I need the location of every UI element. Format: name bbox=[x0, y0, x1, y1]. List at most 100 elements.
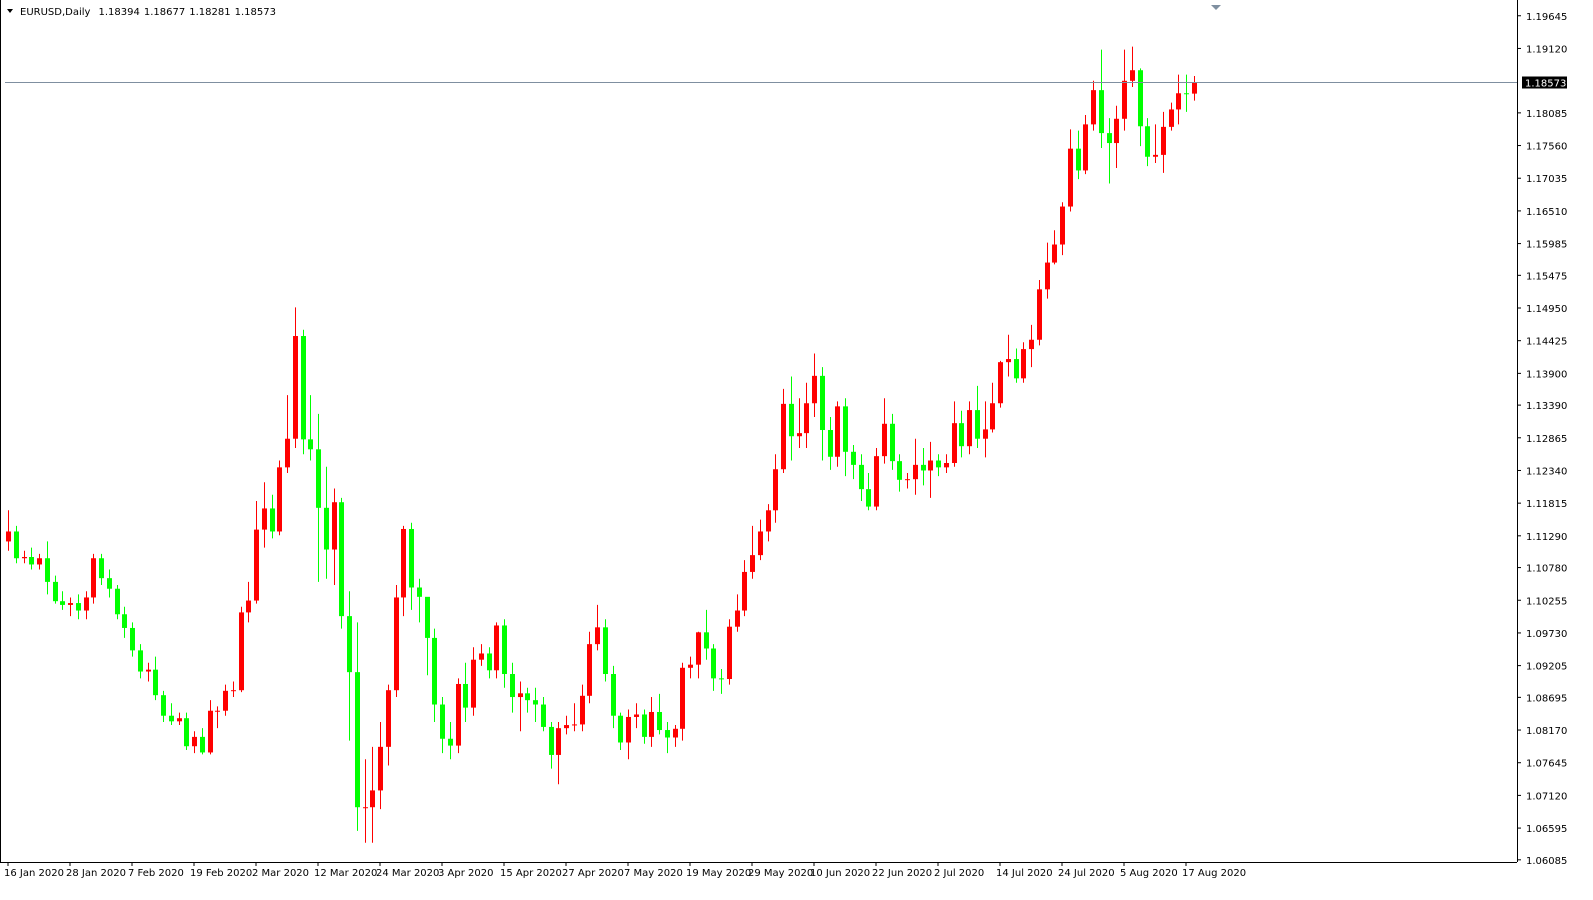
y-tick-label: 1.13900 bbox=[1526, 369, 1567, 380]
candle-body bbox=[68, 603, 73, 605]
candle-body bbox=[14, 531, 19, 559]
candle-body bbox=[564, 725, 569, 729]
candle-body bbox=[177, 718, 182, 722]
candle-body bbox=[502, 625, 507, 675]
x-tick-label: 19 May 2020 bbox=[686, 868, 751, 879]
y-tick-label: 1.19645 bbox=[1526, 12, 1567, 23]
candle-body bbox=[820, 375, 825, 431]
candle-body bbox=[409, 528, 414, 588]
candle-body bbox=[130, 627, 135, 651]
candle-body bbox=[363, 807, 368, 809]
candle-body bbox=[401, 528, 406, 598]
candle-body bbox=[866, 489, 871, 507]
y-tick-label: 1.06595 bbox=[1526, 824, 1567, 835]
candle-body bbox=[510, 674, 515, 698]
y-tick-label: 1.07645 bbox=[1526, 759, 1567, 770]
candle-body bbox=[316, 449, 321, 508]
candle-body bbox=[1006, 359, 1011, 363]
candle-body bbox=[1068, 148, 1073, 207]
x-tick-label: 10 Jun 2020 bbox=[810, 868, 870, 879]
shift-marker bbox=[1211, 5, 1221, 10]
price-label-bg bbox=[1522, 76, 1567, 89]
candle-body bbox=[208, 710, 213, 753]
candle-body bbox=[967, 410, 972, 447]
x-tick-label: 3 Apr 2020 bbox=[438, 868, 493, 879]
candle-body bbox=[936, 460, 941, 468]
candle-body bbox=[1045, 262, 1050, 290]
candle-body bbox=[270, 508, 275, 532]
candle-body bbox=[60, 601, 65, 605]
candle-body bbox=[301, 336, 306, 440]
candle-body bbox=[1076, 148, 1081, 171]
candle-body bbox=[53, 581, 58, 602]
candle-body bbox=[843, 406, 848, 452]
y-tick-label: 1.16510 bbox=[1526, 207, 1567, 218]
candle-body bbox=[215, 710, 220, 712]
candle-body bbox=[200, 736, 205, 753]
header-open: 1.18394 bbox=[99, 7, 140, 18]
candle-body bbox=[634, 714, 639, 717]
candle-body bbox=[1037, 289, 1042, 340]
candle-body bbox=[246, 600, 251, 613]
candle-body bbox=[1021, 349, 1026, 379]
y-tick-label: 1.12865 bbox=[1526, 434, 1567, 445]
candle-body bbox=[835, 406, 840, 457]
candle-body bbox=[781, 403, 786, 470]
y-tick-label: 1.11815 bbox=[1526, 499, 1567, 510]
y-tick-label: 1.15985 bbox=[1526, 240, 1567, 251]
x-tick-label: 24 Jul 2020 bbox=[1058, 868, 1115, 879]
candle-body bbox=[611, 674, 616, 716]
x-tick-label: 27 Apr 2020 bbox=[562, 868, 624, 879]
candle-body bbox=[983, 429, 988, 439]
candle-body bbox=[828, 430, 833, 457]
x-tick-label: 5 Aug 2020 bbox=[1120, 868, 1178, 879]
candle-body bbox=[719, 678, 724, 680]
candle-body bbox=[324, 507, 329, 550]
header-high: 1.18677 bbox=[144, 7, 185, 18]
candle-body bbox=[533, 700, 538, 705]
candle-body bbox=[184, 718, 189, 747]
candle-body bbox=[773, 469, 778, 511]
candle-body bbox=[859, 464, 864, 490]
x-tick-label: 15 Apr 2020 bbox=[500, 868, 562, 879]
candle-body bbox=[262, 508, 267, 530]
y-tick-label: 1.11290 bbox=[1526, 532, 1567, 543]
candle-body bbox=[115, 588, 120, 615]
candle-body bbox=[541, 704, 546, 727]
candle-body bbox=[332, 502, 337, 550]
candle-body bbox=[727, 626, 732, 679]
y-tick-label: 1.18085 bbox=[1526, 109, 1567, 120]
x-tick-label: 28 Jan 2020 bbox=[66, 868, 126, 879]
x-tick-label: 24 Mar 2020 bbox=[376, 868, 439, 879]
candle-body bbox=[107, 578, 112, 589]
candle-body bbox=[37, 558, 42, 565]
candle-body bbox=[308, 439, 313, 450]
candle-body bbox=[804, 403, 809, 434]
candle-body bbox=[688, 664, 693, 668]
candle-body bbox=[642, 714, 647, 737]
y-tick-label: 1.07120 bbox=[1526, 791, 1567, 802]
candle-body bbox=[735, 610, 740, 627]
candle-body bbox=[22, 556, 27, 559]
candle-body bbox=[525, 693, 530, 701]
candle-body bbox=[890, 423, 895, 462]
candle-body bbox=[394, 597, 399, 691]
candle-body bbox=[339, 502, 344, 617]
candle-body bbox=[254, 529, 259, 601]
candle-body bbox=[1091, 90, 1096, 125]
y-tick-label: 1.14425 bbox=[1526, 337, 1567, 348]
candle-body bbox=[580, 695, 585, 725]
candle-body bbox=[944, 463, 949, 468]
candle-body bbox=[153, 669, 158, 696]
x-tick-label: 19 Feb 2020 bbox=[190, 868, 252, 879]
candle-body bbox=[494, 625, 499, 671]
x-tick-label: 7 May 2020 bbox=[624, 868, 683, 879]
candle-body bbox=[921, 464, 926, 471]
candle-body bbox=[440, 704, 445, 739]
candle-body bbox=[665, 730, 670, 738]
y-tick-label: 1.08695 bbox=[1526, 693, 1567, 704]
candle-body bbox=[386, 690, 391, 747]
candle-body bbox=[122, 614, 127, 628]
